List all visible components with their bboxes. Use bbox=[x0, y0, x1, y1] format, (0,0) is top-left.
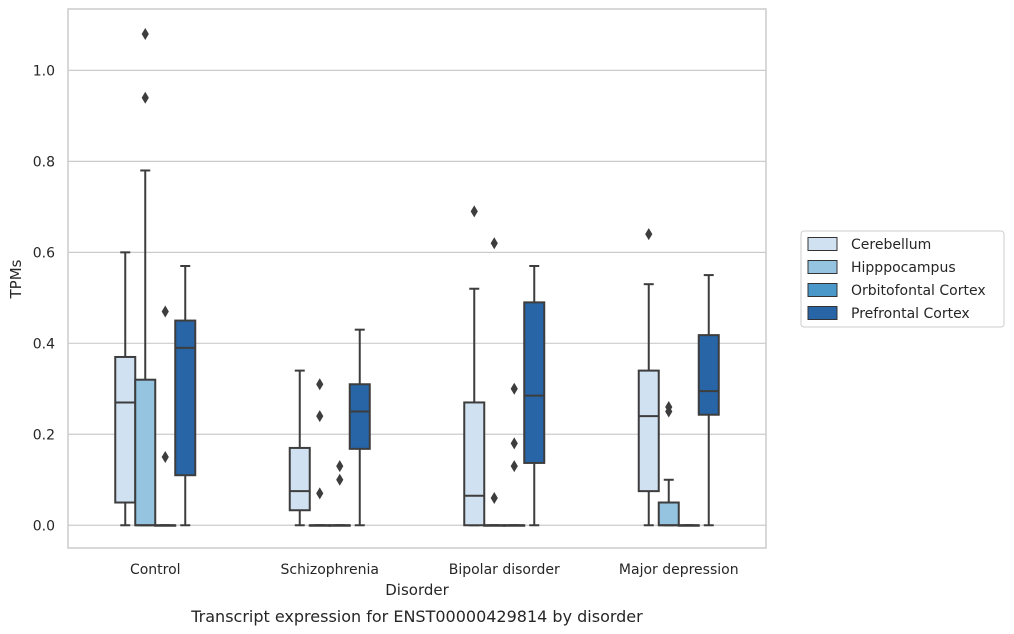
y-tick-label: 0.4 bbox=[33, 336, 55, 352]
iqr-box bbox=[637, 369, 660, 493]
box-layer bbox=[114, 28, 720, 527]
outlier-point bbox=[161, 305, 169, 318]
iqr-box bbox=[114, 355, 137, 504]
box-3-3 bbox=[697, 274, 720, 527]
iqr-box bbox=[288, 446, 311, 512]
iqr-box bbox=[657, 501, 680, 527]
y-tick-label: 0.6 bbox=[33, 245, 55, 261]
y-tick-label: 0.8 bbox=[33, 154, 55, 170]
legend: Cerebellum Hipppocampus Orbitofontal Corte… bbox=[800, 230, 1005, 328]
legend-label: Orbitofontal Cortex bbox=[851, 283, 986, 299]
chart-caption: Transcript expression for ENST0000042981… bbox=[190, 607, 643, 626]
box-2-2 bbox=[503, 382, 526, 527]
x-tick-label: Control bbox=[130, 562, 181, 578]
outlier-point bbox=[490, 237, 498, 250]
legend-label: Hipppocampus bbox=[851, 260, 956, 276]
y-tick-label: 0.2 bbox=[33, 427, 55, 443]
y-axis-title: TPMs bbox=[7, 259, 25, 299]
iqr-box bbox=[463, 401, 486, 527]
box-1-2 bbox=[483, 237, 506, 527]
x-tick-label: Schizophrenia bbox=[281, 562, 379, 578]
iqr-box bbox=[523, 301, 546, 464]
box-2-1 bbox=[328, 460, 351, 527]
box-0-3 bbox=[637, 228, 660, 527]
iqr-box bbox=[134, 378, 157, 527]
legend-swatch bbox=[807, 237, 838, 251]
y-tick-labels: 0.0 0.2 0.4 0.6 0.8 1.0 bbox=[33, 63, 55, 534]
legend-swatch bbox=[807, 283, 838, 297]
box-2-3 bbox=[677, 524, 700, 527]
grid-layer bbox=[68, 69, 766, 526]
legend-swatch bbox=[807, 306, 838, 320]
outlier-point bbox=[490, 491, 498, 504]
outlier-point bbox=[336, 460, 344, 473]
outlier-point bbox=[161, 451, 169, 464]
legend-label: Prefrontal Cortex bbox=[851, 306, 970, 322]
box-3-2 bbox=[523, 264, 546, 527]
x-axis-title: Disorder bbox=[385, 581, 449, 599]
outlier-point bbox=[316, 378, 324, 391]
x-tick-label: Bipolar disorder bbox=[449, 562, 560, 578]
box-0-1 bbox=[288, 369, 311, 527]
outlier-point bbox=[470, 205, 478, 218]
outlier-point bbox=[316, 487, 324, 500]
iqr-box bbox=[348, 383, 371, 450]
outlier-point bbox=[141, 91, 149, 104]
y-tick-label: 1.0 bbox=[33, 63, 55, 79]
box-1-1 bbox=[308, 378, 331, 527]
outlier-point bbox=[316, 410, 324, 423]
legend-label: Cerebellum bbox=[851, 237, 931, 253]
legend-swatch bbox=[807, 260, 838, 274]
y-tick-label: 0.0 bbox=[33, 518, 55, 534]
outlier-point bbox=[510, 437, 518, 450]
x-tick-labels: Control Schizophrenia Bipolar disorder Majo… bbox=[130, 562, 739, 578]
outlier-point bbox=[645, 228, 653, 241]
box-1-0 bbox=[134, 28, 157, 527]
plot-frame bbox=[67, 8, 767, 549]
box-1-3 bbox=[657, 400, 680, 527]
iqr-box bbox=[697, 334, 720, 416]
x-tick-label: Major depression bbox=[619, 562, 739, 578]
box-3-1 bbox=[348, 328, 371, 527]
box-2-0 bbox=[154, 305, 177, 527]
outlier-point bbox=[141, 28, 149, 41]
outlier-point bbox=[510, 460, 518, 473]
outlier-point bbox=[665, 400, 673, 413]
outlier-point bbox=[336, 473, 344, 486]
outlier-point bbox=[510, 382, 518, 395]
legend-frame bbox=[800, 230, 1005, 328]
box-0-2 bbox=[463, 205, 486, 527]
box-0-0 bbox=[114, 251, 137, 527]
box-3-0 bbox=[174, 264, 197, 527]
iqr-box bbox=[174, 319, 197, 477]
